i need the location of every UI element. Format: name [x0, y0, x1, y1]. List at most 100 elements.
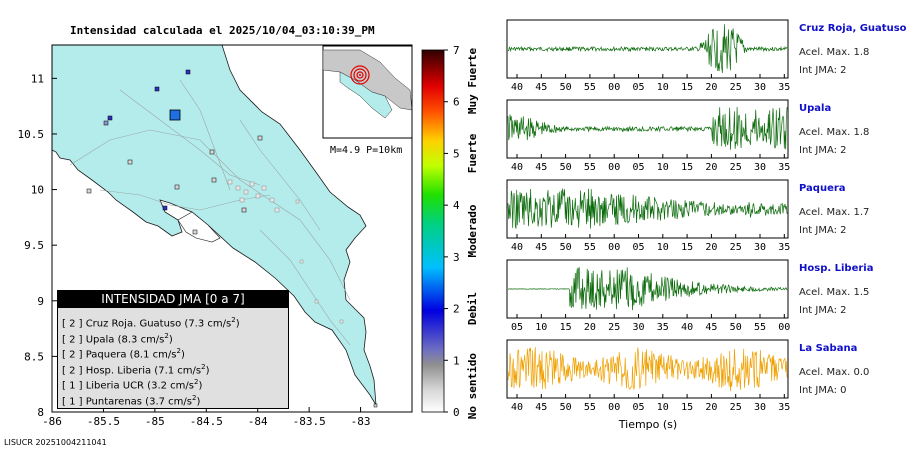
- time-tick-label: 05: [632, 402, 644, 413]
- y-tick-label: 10: [31, 184, 44, 197]
- time-tick-label: 15: [681, 162, 693, 173]
- station-marker[interactable]: [373, 403, 378, 408]
- time-tick-label: 25: [730, 402, 742, 413]
- legend-entry: [ 2 ] Hosp. Liberia (7.1 cm/s2): [62, 362, 210, 376]
- time-tick-label: 25: [730, 162, 742, 173]
- time-tick-label: 05: [632, 82, 644, 93]
- station-jma-intensity: Int JMA: 2: [799, 145, 847, 156]
- station-marker[interactable]: [211, 177, 217, 183]
- time-tick-label: 40: [511, 402, 523, 413]
- costa-rica-land: [51, 44, 377, 406]
- time-tick-label: 20: [584, 322, 596, 333]
- colorbar-category-label: Fuerte: [466, 133, 479, 173]
- colorbar-gradient: [421, 49, 445, 413]
- legend-entry: [ 2 ] Cruz Roja. Guatuso (7.3 cm/s2): [62, 316, 240, 330]
- time-tick-label: 50: [560, 162, 572, 173]
- stations-layer: [86, 69, 378, 408]
- intensity-legend: INTENSIDAD JMA [0 a 7] [ 2 ] Cruz Roja. …: [57, 290, 289, 409]
- time-tick-label: 45: [535, 402, 547, 413]
- time-tick-label: 25: [730, 242, 742, 253]
- time-tick-label: 35: [657, 322, 669, 333]
- time-tick-label: 30: [632, 322, 644, 333]
- colorbar-tick-label: 2: [453, 303, 460, 316]
- station-marker[interactable]: [257, 135, 263, 141]
- time-tick-label: 45: [535, 242, 547, 253]
- station-marker[interactable]: [185, 69, 191, 75]
- time-tick-label: 20: [705, 242, 717, 253]
- colorbar-tick-label: 5: [453, 147, 460, 160]
- colorbar-category-label: Debil: [466, 292, 479, 325]
- colorbar-category-label: Moderado: [466, 204, 479, 257]
- intensity-colorbar: 0 1 2 3 4 5 6 7 No sentido Debil Moderado Fuerte Mu…: [421, 44, 479, 420]
- time-tick-label: 10: [657, 162, 669, 173]
- time-tick-label: 40: [511, 82, 523, 93]
- station-peak-accel: Acel. Max. 1.7: [799, 207, 870, 218]
- epicenter-station-marker[interactable]: [169, 109, 181, 121]
- time-tick-label: 00: [608, 242, 620, 253]
- station-marker[interactable]: [162, 205, 168, 211]
- time-tick-label: 15: [681, 242, 693, 253]
- colorbar-tick-label: 0: [453, 406, 460, 419]
- station-marker[interactable]: [174, 184, 180, 190]
- x-tick-label: -84.5: [190, 415, 223, 428]
- station-jma-intensity: Int JMA: 2: [799, 65, 847, 76]
- station-name: Upala: [799, 103, 832, 114]
- time-tick-label: 10: [535, 322, 547, 333]
- station-jma-intensity: Int JMA: 2: [799, 305, 847, 316]
- station-name: Cruz Roja, Guatuso: [799, 23, 907, 34]
- time-tick-label: 55: [754, 322, 766, 333]
- station-marker[interactable]: [154, 86, 160, 92]
- time-tick-label: 00: [778, 322, 790, 333]
- time-tick-label: 25: [730, 82, 742, 93]
- y-tick-label: 9.5: [24, 239, 44, 252]
- station-marker[interactable]: [241, 207, 247, 213]
- time-tick-label: 20: [705, 402, 717, 413]
- time-tick-label: 45: [705, 322, 717, 333]
- station-marker[interactable]: [103, 120, 109, 126]
- towns: [227, 179, 344, 324]
- time-tick-label: 30: [754, 82, 766, 93]
- gulf-water: [177, 211, 221, 243]
- station-jma-intensity: Int JMA: 0: [799, 385, 847, 396]
- x-tick-label: -84: [248, 415, 268, 428]
- legend-title: INTENSIDAD JMA [0 a 7]: [58, 291, 288, 308]
- time-tick-label: 30: [754, 162, 766, 173]
- inset-label: M=4.9 P=10km: [330, 145, 402, 156]
- time-tick-label: 05: [632, 162, 644, 173]
- footer-id: LISUCR 20251004211041: [4, 438, 107, 447]
- colorbar-tick-label: 3: [453, 251, 460, 264]
- y-tick-label: 11: [31, 72, 44, 85]
- colorbar-tick-label: 6: [453, 96, 460, 109]
- station-marker[interactable]: [192, 229, 198, 235]
- colorbar-tick-label: 7: [453, 44, 460, 57]
- station-jma-intensity: Int JMA: 2: [799, 225, 847, 236]
- time-tick-label: 55: [584, 242, 596, 253]
- seismogram-trace: [507, 188, 788, 229]
- time-tick-label: 40: [681, 322, 693, 333]
- station-peak-accel: Acel. Max. 1.5: [799, 287, 870, 298]
- station-marker[interactable]: [127, 159, 133, 165]
- station-marker[interactable]: [107, 115, 113, 121]
- colorbar-category-label: No sentido: [466, 353, 479, 420]
- station-marker[interactable]: [209, 149, 215, 155]
- time-tick-label: 55: [584, 162, 596, 173]
- time-tick-label: 35: [778, 162, 790, 173]
- map-title: Intensidad calculada el 2025/10/04_03:10…: [70, 24, 375, 37]
- time-tick-label: 00: [608, 402, 620, 413]
- map-frame: [51, 44, 413, 413]
- station-marker[interactable]: [86, 188, 92, 194]
- time-axis-label: Tiempo (s): [618, 418, 677, 431]
- colorbar-category-label: Muy Fuerte: [466, 48, 479, 115]
- legend-entry: [ 1 ] Puntarenas (3.7 cm/s2): [62, 393, 201, 407]
- station-name: Hosp. Liberia: [799, 263, 874, 274]
- station-peak-accel: Acel. Max. 1.8: [799, 127, 870, 138]
- time-tick-label: 55: [584, 402, 596, 413]
- time-tick-label: 05: [632, 242, 644, 253]
- colorbar-tick-label: 4: [453, 199, 460, 212]
- time-tick-label: 10: [657, 242, 669, 253]
- time-tick-label: 30: [754, 242, 766, 253]
- seismograms[interactable]: 40 45 50 55 00 05 10 15 20 25 30 35 40 45 50 55 00 05 10 15…: [495, 0, 795, 440]
- time-tick-label: 40: [511, 242, 523, 253]
- time-tick-label: 10: [657, 402, 669, 413]
- time-tick-label: 50: [560, 82, 572, 93]
